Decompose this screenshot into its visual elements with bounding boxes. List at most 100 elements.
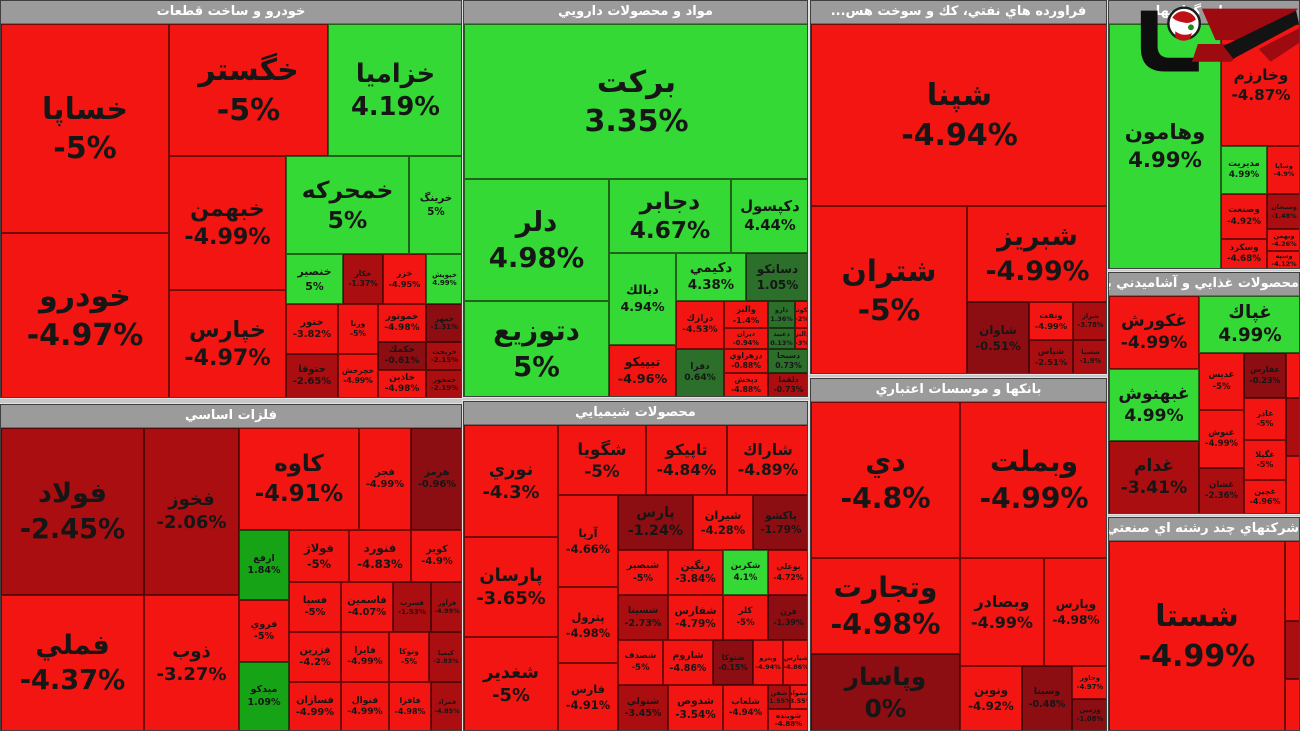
stock-tile-وزمين[interactable]: وزمين -1.08% bbox=[1072, 699, 1106, 730]
stock-tile-ونوين[interactable]: ونوين -4.92% bbox=[960, 666, 1022, 730]
stock-tile-partial[interactable] bbox=[1285, 621, 1299, 679]
stock-tile-فسازان[interactable]: فسازان -4.99% bbox=[289, 682, 341, 730]
stock-tile-فزرين[interactable]: فزرين -4.2% bbox=[289, 632, 341, 682]
stock-tile-وخاور[interactable]: وخاور -4.97% bbox=[1072, 666, 1106, 699]
stock-tile-خزر[interactable]: خزر -4.95% bbox=[383, 254, 426, 304]
stock-tile-شتوكا[interactable]: شتوكا -0.15% bbox=[713, 640, 753, 685]
stock-tile-partial[interactable] bbox=[1286, 353, 1299, 398]
stock-tile-شتولي[interactable]: شتولي -3.45% bbox=[618, 685, 668, 730]
stock-tile-خمهر[interactable]: خمهر -1.31% bbox=[426, 304, 461, 342]
stock-tile-شپنا[interactable]: شپنا -4.94% bbox=[811, 24, 1106, 206]
stock-tile-كيميا[interactable]: كيميا -2.83% bbox=[429, 632, 461, 682]
stock-tile-ختور[interactable]: ختور -3.82% bbox=[286, 304, 338, 354]
stock-tile-partial[interactable] bbox=[1285, 541, 1299, 621]
stock-tile-شلعاب[interactable]: شلعاب -4.94% bbox=[723, 685, 768, 730]
stock-tile-وصنعت[interactable]: وصنعت -4.92% bbox=[1221, 194, 1267, 239]
stock-tile-وتجارت[interactable]: وتجارت -4.98% bbox=[811, 558, 960, 654]
stock-tile-فارس[interactable]: فارس -4.91% bbox=[558, 663, 618, 730]
stock-tile-ميدكو[interactable]: ميدكو 1.09% bbox=[239, 662, 289, 730]
stock-tile-دلر[interactable]: دلر 4.98% bbox=[464, 179, 609, 301]
stock-tile-خموتور[interactable]: خموتور -4.98% bbox=[378, 304, 426, 342]
stock-tile-خريخت[interactable]: خريخت -2.15% bbox=[426, 342, 461, 370]
stock-tile-خگستر[interactable]: خگستر -5% bbox=[169, 24, 328, 156]
stock-tile-خكمك[interactable]: خكمك -0.61% bbox=[378, 342, 426, 370]
stock-tile-partial[interactable] bbox=[1285, 679, 1299, 730]
stock-tile-پاكشو[interactable]: پاكشو -1.79% bbox=[753, 495, 807, 550]
stock-tile-خرينگ[interactable]: خرينگ 5% bbox=[409, 156, 461, 254]
stock-tile-فافزا[interactable]: فافزا -4.98% bbox=[389, 682, 431, 730]
stock-tile-دكيمي[interactable]: دكيمي 4.38% bbox=[676, 253, 746, 301]
stock-tile-كاوه[interactable]: كاوه -4.91% bbox=[239, 428, 359, 530]
stock-tile-غبهنوش[interactable]: غبهنوش 4.99% bbox=[1109, 369, 1199, 441]
stock-tile-شراز[interactable]: شراز -3.78% bbox=[1073, 302, 1106, 340]
stock-tile-والبر[interactable]: والبر -1.4% bbox=[724, 301, 768, 328]
stock-tile-شگويا[interactable]: شگويا -5% bbox=[558, 425, 646, 495]
stock-tile-غديس[interactable]: غديس -5% bbox=[1199, 353, 1244, 410]
stock-tile-دتوزيع[interactable]: دتوزيع 5% bbox=[464, 301, 609, 396]
stock-tile-شفن[interactable]: شفن-1.55% bbox=[768, 685, 790, 709]
stock-tile-خساپا[interactable]: خساپا -5% bbox=[1, 24, 169, 233]
stock-tile-فايرا[interactable]: فايرا -4.99% bbox=[341, 632, 389, 682]
stock-tile-فرآور[interactable]: فرآور -4.99% bbox=[431, 582, 461, 632]
stock-tile-شاراك[interactable]: شاراك -4.89% bbox=[727, 425, 807, 495]
stock-tile-خبهمن[interactable]: خبهمن -4.99% bbox=[169, 156, 286, 290]
stock-tile-فخوز[interactable]: فخوز -2.06% bbox=[144, 428, 239, 595]
stock-tile-غنوش[interactable]: غنوش -4.99% bbox=[1199, 410, 1244, 468]
stock-tile-غفارس[interactable]: غفارس -0.23% bbox=[1244, 353, 1286, 398]
stock-tile-وپترو[interactable]: وپترو -4.94% bbox=[753, 640, 783, 685]
stock-tile-كلر[interactable]: كلر -5% bbox=[723, 595, 768, 640]
stock-tile-شپاس[interactable]: شپاس -2.51% bbox=[1029, 340, 1073, 373]
stock-tile-شغدير[interactable]: شغدير -5% bbox=[464, 637, 558, 730]
stock-tile-دلقما[interactable]: دلقما -0.73% bbox=[768, 373, 807, 396]
stock-tile-فولاژ[interactable]: فولاژ -5% bbox=[289, 530, 349, 582]
stock-tile-پارس[interactable]: پارس -1.24% bbox=[618, 495, 693, 550]
stock-tile-تيپيكو[interactable]: تيپيكو -4.96% bbox=[609, 345, 676, 396]
stock-tile-دكپسول[interactable]: دكپسول 4.44% bbox=[731, 179, 807, 253]
stock-tile-هرمز[interactable]: هرمز -0.96% bbox=[411, 428, 461, 530]
stock-tile-خپارس[interactable]: خپارس -4.97% bbox=[169, 290, 286, 397]
stock-tile-پارسان[interactable]: پارسان -3.65% bbox=[464, 537, 558, 637]
stock-tile-فملي[interactable]: فملي -4.37% bbox=[1, 595, 144, 730]
stock-tile-فولاد[interactable]: فولاد -2.45% bbox=[1, 428, 144, 595]
stock-tile-دعبيد[interactable]: دعبيد 0.13% bbox=[768, 328, 795, 349]
stock-tile-شكربن[interactable]: شكربن 4.1% bbox=[723, 550, 768, 595]
stock-tile-غگيلا[interactable]: غگيلا -5% bbox=[1244, 440, 1286, 480]
stock-tile-دكوثر[interactable]: دكوثر-2% bbox=[795, 301, 807, 328]
stock-tile-دالبر[interactable]: دالبر-3% bbox=[795, 328, 807, 349]
stock-tile-غپاك[interactable]: غپاك 4.99% bbox=[1199, 296, 1299, 353]
stock-tile-درازك[interactable]: درازك -4.53% bbox=[676, 301, 724, 349]
stock-tile-تاپيكو[interactable]: تاپيكو -4.84% bbox=[646, 425, 727, 495]
stock-tile-خكار[interactable]: خكار -1.37% bbox=[343, 254, 383, 304]
stock-tile-دزهراوي[interactable]: دزهراوي -0.88% bbox=[724, 349, 768, 373]
stock-tile-فنوال[interactable]: فنوال -4.99% bbox=[341, 682, 389, 730]
stock-tile-رنگين[interactable]: رنگين -3.84% bbox=[668, 550, 723, 595]
stock-tile-شاوان[interactable]: شاوان -0.51% bbox=[967, 302, 1029, 373]
stock-tile-غچين[interactable]: غچين -4.96% bbox=[1244, 480, 1286, 513]
stock-tile-دسبحا[interactable]: دسبحا 0.73% bbox=[768, 349, 807, 373]
stock-tile-فاسمين[interactable]: فاسمين -4.07% bbox=[341, 582, 393, 632]
stock-tile-وپاسار[interactable]: وپاسار 0% bbox=[811, 654, 960, 730]
stock-tile-خاذين[interactable]: خاذين -4.98% bbox=[378, 370, 426, 397]
stock-tile-شبريز[interactable]: شبريز -4.99% bbox=[967, 206, 1106, 302]
stock-tile-شاروم[interactable]: شاروم -4.86% bbox=[663, 640, 713, 685]
stock-tile-مديريت[interactable]: مديريت 4.99% bbox=[1221, 146, 1267, 194]
stock-tile-خودرو[interactable]: خودرو -4.97% bbox=[1, 233, 169, 397]
stock-tile-ورنا[interactable]: ورنا -5% bbox=[338, 304, 378, 354]
stock-tile-فمراد[interactable]: فمراد -4.85% bbox=[431, 682, 461, 730]
stock-tile-شسپا[interactable]: شسپا -1.9% bbox=[1073, 340, 1106, 373]
stock-tile-خچرخش[interactable]: خچرخش -4.99% bbox=[338, 354, 378, 397]
stock-tile-وسكرد[interactable]: وسكرد -4.68% bbox=[1221, 239, 1267, 268]
stock-tile-وبهمن[interactable]: وبهمن -4.26% bbox=[1267, 229, 1299, 251]
stock-tile-قرن[interactable]: قرن -1.39% bbox=[768, 595, 807, 640]
stock-tile-وبصادر[interactable]: وبصادر -4.99% bbox=[960, 558, 1044, 666]
stock-tile-وساپا[interactable]: وساپا -4.9% bbox=[1267, 146, 1299, 194]
stock-tile-بوعلي[interactable]: بوعلي -4.72% bbox=[768, 550, 807, 595]
stock-tile-شيران[interactable]: شيران -4.28% bbox=[693, 495, 753, 550]
stock-tile-partial[interactable] bbox=[1286, 398, 1299, 456]
stock-tile-نوري[interactable]: نوري -4.3% bbox=[464, 425, 558, 537]
stock-tile-خمحور[interactable]: خمحور -2.19% bbox=[426, 370, 461, 397]
stock-tile-شصدف[interactable]: شصدف -5% bbox=[618, 640, 663, 685]
stock-tile-غشان[interactable]: غشان -2.36% bbox=[1199, 468, 1244, 513]
stock-tile-فجر[interactable]: فجر -4.99% bbox=[359, 428, 411, 530]
stock-tile-شتران[interactable]: شتران -5% bbox=[811, 206, 967, 373]
